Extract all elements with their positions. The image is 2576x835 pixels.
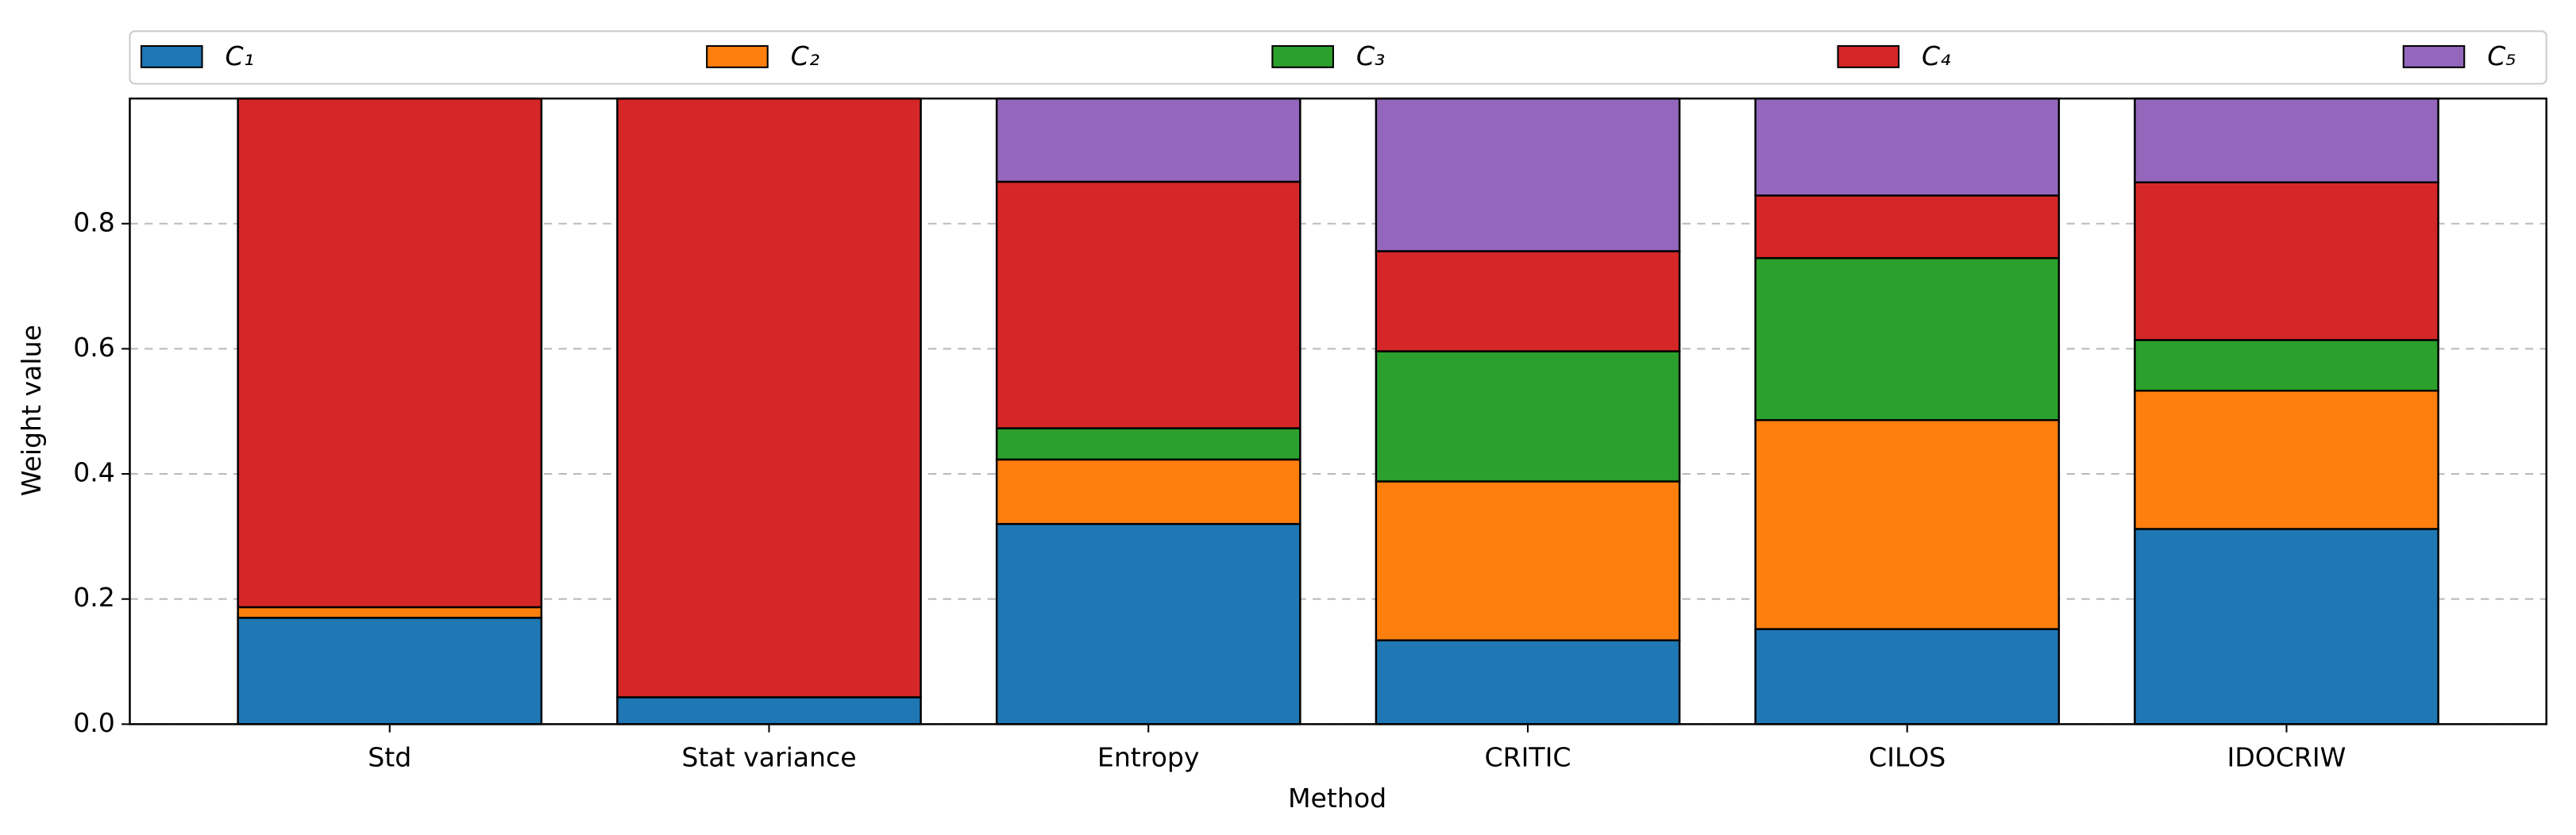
bar-segment — [1375, 97, 1681, 252]
y-tick-label: 0.4 — [73, 457, 115, 488]
plot-frame — [129, 97, 2547, 725]
x-tick-label: IDOCRIW — [2227, 741, 2347, 772]
bar-segment — [2134, 528, 2439, 725]
bar-segment — [995, 458, 1301, 525]
bar-segment — [2134, 389, 2439, 530]
x-tick-label: CILOS — [1868, 741, 1945, 772]
bar-segment — [995, 97, 1301, 183]
y-axis-label: Weight value — [16, 325, 47, 496]
bar-segment — [1375, 480, 1681, 641]
bar-segment — [1754, 194, 2061, 260]
legend-label: C₃ — [1356, 40, 1385, 71]
legend-label: C₂ — [791, 40, 819, 71]
bar-segment — [995, 522, 1301, 725]
legend-box — [129, 30, 2547, 85]
bar-segment — [1375, 350, 1681, 483]
legend-label: C₁ — [225, 40, 253, 71]
bar-segment — [616, 696, 922, 725]
legend-swatch — [1271, 44, 1334, 68]
x-tick-label: Std — [368, 741, 411, 772]
bar-segment — [237, 606, 543, 619]
bar-segment — [237, 97, 543, 609]
bar-segment — [995, 180, 1301, 429]
legend-swatch — [706, 44, 769, 68]
bar-segment — [1375, 639, 1681, 725]
bar-segment — [616, 97, 922, 698]
bar-segment — [237, 617, 543, 725]
legend-label: C₄ — [1922, 40, 1950, 71]
x-tick-label: Entropy — [1097, 741, 1200, 772]
bar-segment — [2134, 181, 2439, 341]
bar-segment — [2134, 339, 2439, 392]
bar-segment — [1754, 419, 2061, 630]
bar-segment — [1375, 250, 1681, 352]
bar-segment — [1754, 256, 2061, 421]
bar-segment — [995, 427, 1301, 461]
legend-swatch — [2402, 44, 2466, 68]
legend-label: C₅ — [2487, 40, 2516, 71]
y-tick-label: 0.2 — [73, 582, 115, 613]
bar-segment — [2134, 97, 2439, 183]
x-axis-label: Method — [1288, 783, 1386, 814]
y-tick-label: 0.6 — [73, 332, 115, 363]
x-tick-label: Stat variance — [681, 741, 856, 772]
x-tick-label: CRITIC — [1484, 741, 1571, 772]
y-tick-label: 0.0 — [73, 707, 115, 738]
legend-swatch — [1837, 44, 1900, 68]
y-tick-label: 0.8 — [73, 206, 115, 237]
bar-segment — [1754, 97, 2061, 197]
bar-segment — [1754, 628, 2061, 725]
legend-swatch — [140, 44, 203, 68]
